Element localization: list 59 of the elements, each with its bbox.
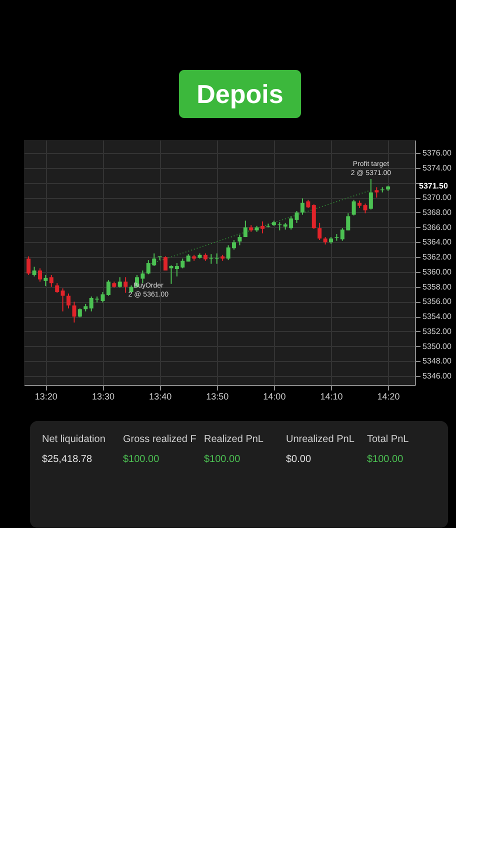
candlestick: [44, 274, 48, 287]
candlestick: [49, 274, 54, 288]
candlestick: [260, 220, 265, 234]
candlestick: [38, 268, 42, 282]
candlestick: [164, 256, 168, 271]
candlestick: [169, 264, 174, 284]
x-tick-label: 13:40: [149, 392, 172, 402]
candlestick: [374, 186, 379, 198]
candlestick: [312, 204, 316, 230]
candlestick: [318, 222, 322, 241]
chart-title: Depois: [196, 79, 284, 109]
y-tick-label: 5346.00: [422, 372, 452, 381]
y-tick-label: 5368.00: [422, 208, 452, 217]
y-tick-label: 5350.00: [422, 342, 452, 351]
candlestick: [352, 199, 356, 216]
text: Net liquidation: [42, 434, 106, 445]
y-tick-label: 5366.00: [422, 222, 452, 232]
y-tick-label: 5364.00: [422, 238, 452, 247]
y-tick-label: 5360.00: [422, 267, 452, 276]
text: Unrealized PnL: [286, 434, 355, 445]
text: $100.00: [367, 454, 404, 465]
candlestick: [294, 210, 299, 224]
y-tick-label: 5362.00: [422, 252, 452, 262]
candlestick: [124, 276, 128, 294]
x-tick-label: 14:20: [377, 392, 400, 402]
x-tick-label: 13:20: [34, 392, 58, 402]
y-tick-label: 5358.00: [422, 282, 452, 292]
y-tick-label: 5376.00: [422, 148, 452, 158]
text: $0.00: [286, 454, 312, 465]
x-tick-label: 14:00: [263, 392, 286, 402]
candlestick: [55, 282, 60, 294]
candlestick: [72, 301, 76, 324]
text: $100.00: [123, 454, 160, 465]
candlestick: [363, 203, 368, 214]
text: $100.00: [204, 454, 241, 465]
x-tick-label: 13:50: [206, 392, 229, 402]
text: Gross realized F: [123, 434, 196, 445]
x-tick-label: 13:30: [92, 392, 115, 402]
y-tick-label: 5348.00: [422, 356, 452, 366]
text: Realized PnL: [204, 434, 264, 445]
candlestick: [60, 288, 65, 312]
candlestick: [238, 234, 242, 246]
y-tick-label: 5374.00: [422, 163, 452, 172]
y-tick-label: 5356.00: [422, 297, 452, 306]
text: $25,418.78: [42, 454, 92, 465]
y-tick-label: 5370.00: [422, 193, 452, 202]
candlestick: [32, 266, 36, 277]
candlestick: [368, 178, 373, 210]
x-tick-label: 14:10: [320, 392, 343, 402]
candlestick: [66, 293, 71, 309]
candlestick: [26, 256, 31, 276]
y-tick-label: 5352.00: [422, 326, 452, 336]
candlestick: [118, 276, 122, 288]
text: Total PnL: [367, 434, 410, 445]
candlestick: [243, 220, 248, 238]
y-tick-label: 5354.00: [422, 312, 452, 322]
candlestick: [300, 198, 304, 216]
text: 5371.50: [419, 181, 448, 190]
candlestick: [106, 280, 110, 296]
